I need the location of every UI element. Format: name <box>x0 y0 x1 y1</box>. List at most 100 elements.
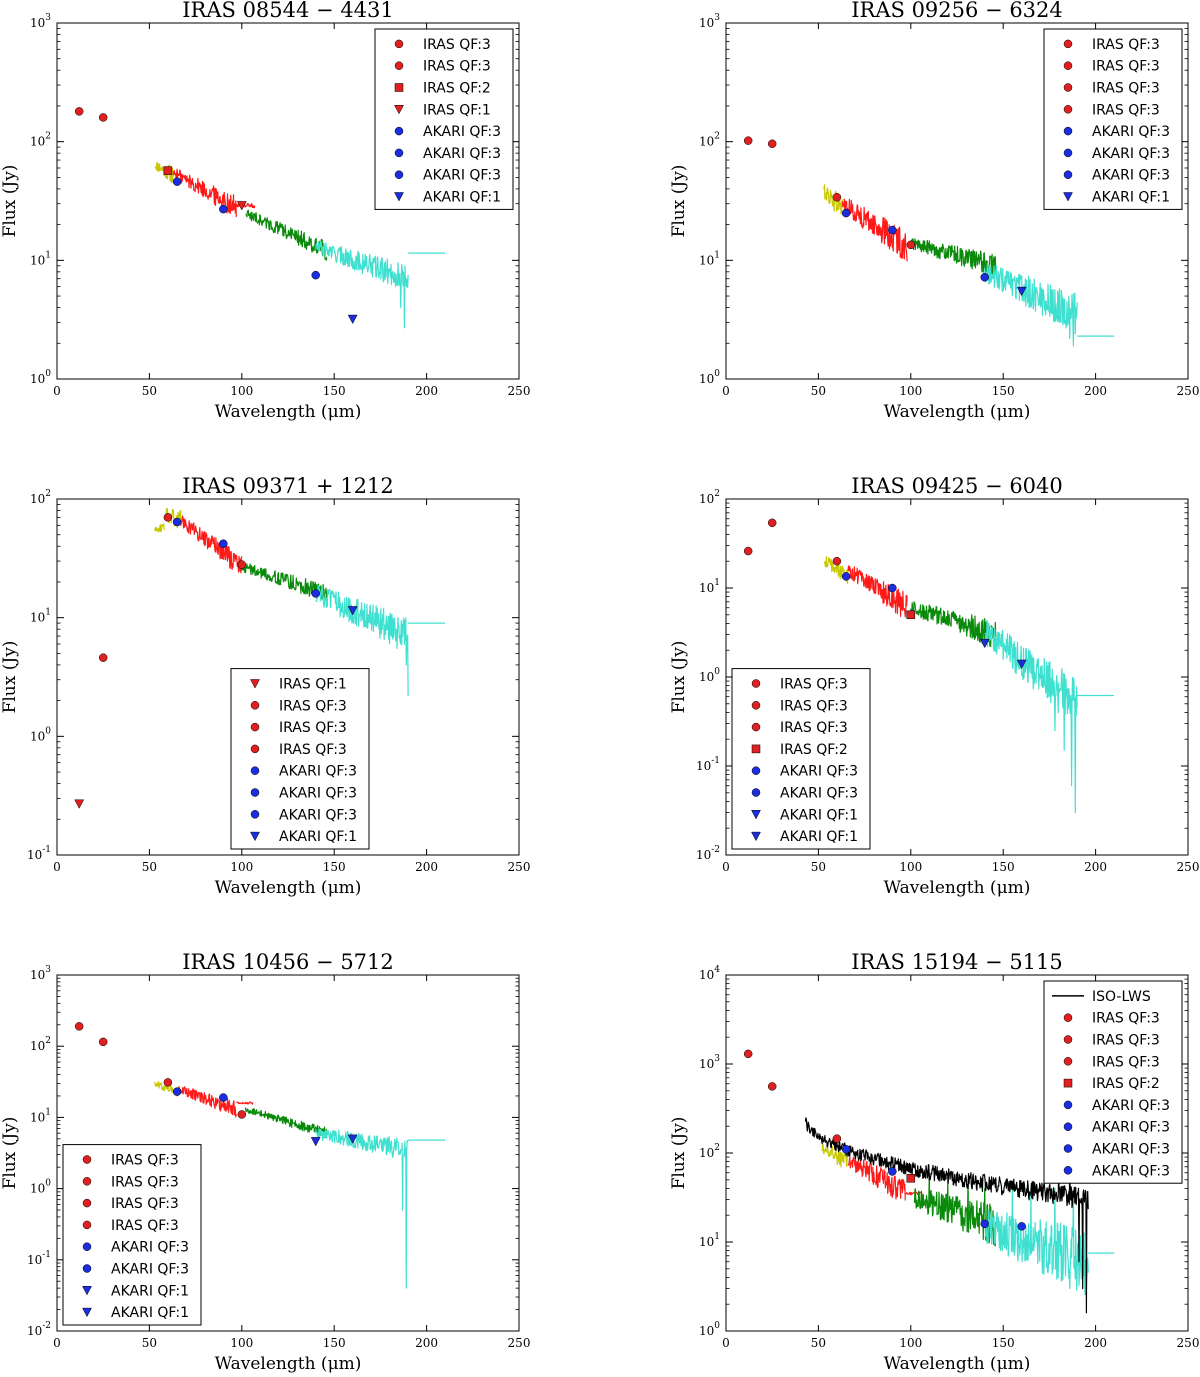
legend-label: IRAS QF:1 <box>279 677 347 693</box>
y-tick-label: 100 <box>699 369 720 386</box>
legend-marker <box>1063 39 1073 49</box>
y-tick-exponent: 1 <box>714 578 720 588</box>
photometry-point <box>237 1110 247 1119</box>
photometry-point <box>743 546 753 556</box>
photometry-point <box>311 589 320 598</box>
y-tick-label: 102 <box>699 132 720 149</box>
y-axis-label: Flux (Jy) <box>0 165 20 238</box>
legend-marker <box>394 83 404 92</box>
legend-marker <box>82 1307 92 1318</box>
spectrum-segment <box>236 1101 254 1105</box>
legend-label: IRAS QF:3 <box>1092 59 1160 75</box>
chart-title: IRAS 08544 − 4431 <box>182 0 394 22</box>
photometry-point <box>841 208 851 218</box>
spectrum-segment <box>245 209 328 261</box>
legend-marker <box>1063 83 1073 92</box>
photometry-point <box>888 1167 897 1176</box>
y-tick-label: 103 <box>30 965 51 982</box>
legend-label: IRAS QF:3 <box>780 720 848 736</box>
x-tick-label: 150 <box>323 384 346 398</box>
photometry-point <box>832 193 842 202</box>
y-tick-label: 103 <box>699 1054 720 1071</box>
y-tick-base: 10 <box>699 135 714 149</box>
x-tick-label: 200 <box>415 860 438 874</box>
legend-box <box>374 28 514 210</box>
legend-marker <box>1063 1166 1073 1175</box>
spectrum-segment <box>821 1143 849 1168</box>
y-tick-exponent: 2 <box>714 132 720 142</box>
legend-label: AKARI QF:3 <box>111 1240 189 1256</box>
legend-label: AKARI QF:1 <box>780 807 858 823</box>
legend-label: IRAS QF:3 <box>423 59 491 75</box>
spectra-group <box>74 1022 446 1289</box>
legend-marker <box>1063 148 1073 158</box>
x-tick-label: 0 <box>722 860 730 874</box>
photometry-point <box>979 638 990 649</box>
y-tick-label: 10-1 <box>696 756 720 773</box>
y-tick-base: 10 <box>30 1039 45 1053</box>
spectra-group <box>743 518 1115 814</box>
y-tick-exponent: 2 <box>714 489 720 499</box>
y-tick-label: 10-2 <box>696 845 720 862</box>
legend-label: IRAS QF:3 <box>279 720 347 736</box>
x-tick-label: 150 <box>992 384 1015 398</box>
legend-label: AKARI QF:1 <box>111 1283 189 1299</box>
legend-label: IRAS QF:3 <box>423 37 491 53</box>
y-axis-label: Flux (Jy) <box>669 641 689 714</box>
legend-marker <box>250 701 260 710</box>
plot-frame <box>56 22 520 380</box>
legend-marker <box>82 1264 92 1273</box>
y-tick-base: 10 <box>699 492 714 506</box>
y-tick-exponent: 2 <box>45 489 51 499</box>
y-tick-exponent: 2 <box>714 1143 720 1153</box>
spectrum-segment <box>984 620 1078 814</box>
x-tick-label: 0 <box>53 860 61 874</box>
x-tick-label: 200 <box>1084 1336 1107 1350</box>
y-tick-exponent: 1 <box>714 250 720 260</box>
y-tick-label: 102 <box>30 1036 51 1053</box>
spectrum-segment <box>241 563 328 600</box>
spectra-group <box>74 508 446 809</box>
y-tick-label: 102 <box>30 489 51 506</box>
y-tick-exponent: 0 <box>45 726 51 736</box>
legend-marker <box>250 679 260 689</box>
y-tick-label: 102 <box>30 132 51 149</box>
legend-label: IRAS QF:3 <box>111 1218 179 1234</box>
legend-marker <box>1063 192 1073 202</box>
y-tick-label: 100 <box>699 1321 720 1338</box>
legend-box <box>731 668 871 850</box>
y-tick-base: 10 <box>27 1324 42 1338</box>
y-tick-base: 10 <box>699 1057 714 1071</box>
y-tick-exponent: 0 <box>45 369 51 379</box>
y-tick-label: 101 <box>699 250 720 267</box>
x-tick-label: 250 <box>1177 384 1200 398</box>
photometry-point <box>74 1022 84 1031</box>
photometry-point <box>767 139 777 149</box>
legend-marker <box>1063 1013 1073 1022</box>
x-tick-label: 150 <box>323 860 346 874</box>
y-tick-label: 101 <box>699 1232 720 1249</box>
x-tick-label: 50 <box>142 1336 157 1350</box>
photometry-point <box>347 606 358 616</box>
legend-label: IRAS QF:2 <box>780 742 848 758</box>
photometry-point <box>311 270 320 280</box>
photometry-point <box>1017 1222 1026 1231</box>
x-tick-label: 150 <box>992 1336 1015 1350</box>
y-tick-exponent: 1 <box>45 250 51 260</box>
y-tick-base: 10 <box>30 135 45 149</box>
legend-label: AKARI QF:3 <box>780 786 858 802</box>
photometry-point <box>347 314 358 325</box>
y-tick-base: 10 <box>30 729 45 743</box>
x-tick-label: 150 <box>323 1336 346 1350</box>
legend-marker <box>82 1198 92 1208</box>
spectrum-segment <box>315 1128 409 1289</box>
legend-label: AKARI QF:3 <box>423 124 501 140</box>
spectrum-segment <box>315 585 409 696</box>
y-tick-label: 100 <box>30 1179 51 1196</box>
legend-label: AKARI QF:1 <box>111 1305 189 1321</box>
legend: IRAS QF:3 IRAS QF:3 IRAS QF:3 IRAS QF:2 AKAR… <box>731 668 871 850</box>
legend-marker <box>250 766 260 775</box>
spectrum-segment <box>823 556 849 584</box>
y-tick-base: 10 <box>30 1110 45 1124</box>
spectra-group <box>743 1049 1115 1314</box>
